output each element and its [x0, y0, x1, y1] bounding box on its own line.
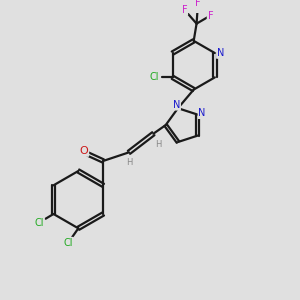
Text: F: F [195, 0, 201, 8]
Text: H: H [126, 158, 132, 167]
Text: Cl: Cl [34, 218, 44, 228]
Text: H: H [155, 140, 162, 149]
Text: Cl: Cl [64, 238, 73, 248]
Text: N: N [173, 100, 180, 110]
Text: F: F [182, 5, 187, 15]
Text: N: N [198, 108, 206, 118]
Text: N: N [217, 48, 224, 58]
Text: O: O [80, 146, 88, 156]
Text: F: F [208, 11, 213, 21]
Text: Cl: Cl [149, 72, 159, 82]
